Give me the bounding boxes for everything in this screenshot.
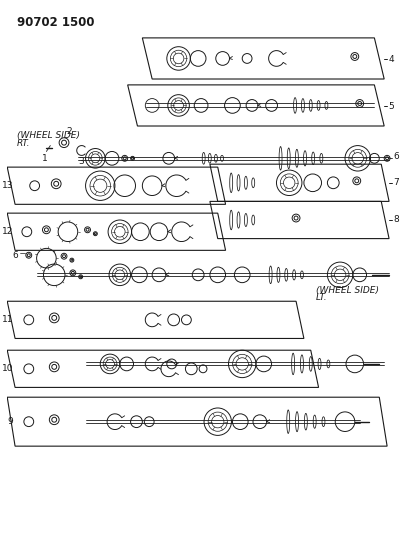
- Text: 4: 4: [388, 55, 394, 64]
- Text: RT.: RT.: [17, 139, 30, 148]
- Text: 6: 6: [12, 252, 18, 260]
- Text: 5: 5: [388, 102, 394, 111]
- Text: 1: 1: [42, 155, 47, 164]
- Text: 8: 8: [393, 215, 399, 224]
- Text: 90702 1500: 90702 1500: [17, 17, 94, 29]
- Text: 2: 2: [66, 127, 72, 136]
- Text: (WHEEL SIDE): (WHEEL SIDE): [316, 286, 379, 295]
- Text: 7: 7: [393, 179, 399, 187]
- Text: 13: 13: [2, 181, 13, 190]
- Text: 11: 11: [2, 316, 13, 325]
- Text: (WHEEL SIDE): (WHEEL SIDE): [17, 131, 80, 140]
- Text: 12: 12: [2, 227, 13, 236]
- Text: 10: 10: [2, 365, 13, 373]
- Text: 6: 6: [393, 152, 399, 161]
- Text: 3: 3: [79, 157, 84, 166]
- Text: LT.: LT.: [316, 294, 327, 302]
- Text: 9: 9: [7, 417, 13, 426]
